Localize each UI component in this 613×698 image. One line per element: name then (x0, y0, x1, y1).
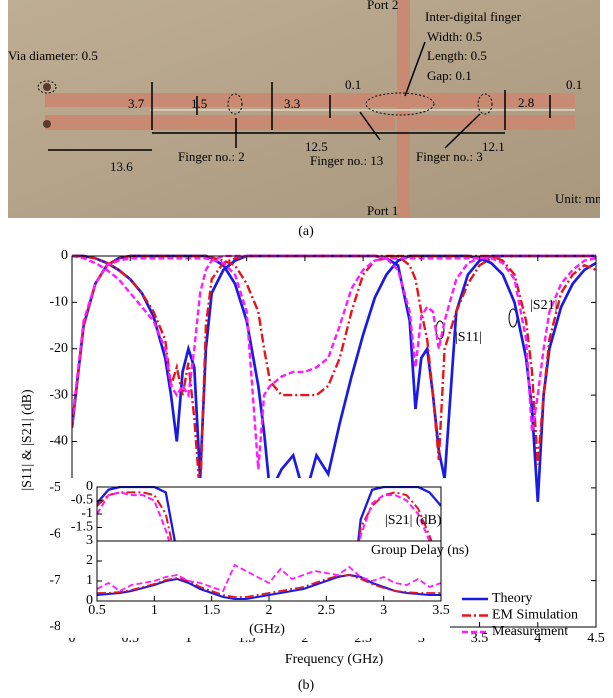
y-tick-label: 3 (86, 533, 93, 548)
finger-length: Length: 0.5 (427, 48, 487, 63)
port-label: Port 1 (367, 203, 398, 218)
y-tick-label: 0 (86, 479, 93, 494)
curve (72, 254, 596, 399)
finger-label: Finger no.: 2 (178, 149, 245, 164)
legend-label: Theory (492, 591, 532, 606)
y-tick-label: -1 (81, 506, 93, 521)
finger-title: Inter-digital finger (425, 9, 522, 24)
y-tick-label: 0 (86, 593, 93, 608)
dimension: 12.5 (305, 139, 328, 154)
y-tick-label: 0 (61, 248, 68, 263)
x-tick-label: 2 (301, 631, 308, 646)
trace (45, 115, 395, 130)
unit-label: Unit: mm (555, 191, 605, 206)
x-tick-label: 3 (418, 631, 425, 646)
x-tick-label: 4.5 (587, 631, 605, 646)
x-tick-label: 0 (69, 631, 76, 646)
curve (72, 257, 596, 470)
inset-background (60, 478, 450, 638)
x-axis-label: Frequency (GHz) (285, 652, 384, 667)
x-tick-label: 4 (534, 631, 541, 646)
x-tick-label: 3.5 (471, 631, 489, 646)
curve (97, 563, 441, 593)
finger-mark (227, 93, 243, 115)
plot-area (97, 563, 441, 601)
via (43, 120, 51, 128)
port-label: Port 2 (367, 0, 398, 12)
dimension: 0.1 (345, 77, 361, 92)
y-tick-label: -30 (49, 387, 68, 402)
finger-label: Finger no.: 13 (310, 153, 383, 168)
x-tick-label: 1 (151, 603, 158, 618)
y-tick-label: -1.5 (71, 520, 93, 535)
dimension: 2.8 (518, 95, 534, 110)
y-tick-label: -20 (49, 341, 68, 356)
trace (410, 115, 575, 130)
dimension: 0.1 (566, 77, 582, 92)
legend-label: EM Simulation (492, 608, 578, 623)
via-mark (37, 80, 57, 94)
finger-mark (477, 93, 493, 115)
dimension: 3.7 (128, 96, 145, 111)
finger-mark (365, 92, 435, 116)
annotation: |S21| (530, 298, 557, 313)
curve (72, 254, 596, 465)
finger-width: Width: 0.5 (427, 29, 482, 44)
y-axis-label: |S11| & |S21| (dB) (20, 389, 35, 491)
dimension: 13.6 (110, 159, 133, 174)
panel-label: (a) (298, 224, 314, 239)
dimension: 3.3 (284, 96, 300, 111)
x-tick-label: 0.5 (88, 603, 106, 618)
dimension-lines (48, 41, 551, 151)
x-tick-label: 1.5 (203, 603, 221, 618)
trace (45, 93, 575, 107)
x-tick-label: 1 (185, 631, 192, 646)
curve (97, 574, 441, 598)
legend-label: Measurement (492, 624, 568, 639)
y-tick-label: -40 (49, 434, 68, 449)
dimension: 12.1 (482, 139, 505, 154)
annotation: |S11| (455, 330, 482, 345)
dimension: 1.5 (191, 96, 207, 111)
plot-area (72, 254, 596, 503)
inset-label: |S21| (dB) (385, 513, 442, 528)
x-tick-label: 3 (380, 603, 387, 618)
via (43, 83, 51, 91)
via-label: Via diameter: 0.5 (8, 48, 98, 63)
finger-label: Finger no.: 3 (416, 149, 483, 164)
finger-gap: Gap: 0.1 (427, 68, 472, 83)
curve (97, 573, 441, 601)
y-tick-label: 2 (86, 553, 93, 568)
y-tick-label: -10 (49, 295, 68, 310)
x-tick-label: 2.5 (318, 603, 336, 618)
x-tick-label: 3.5 (432, 603, 450, 618)
y-tick-label: -0.5 (71, 493, 93, 508)
x-tick-label: 2 (266, 603, 273, 618)
inset-label: Group Delay (ns) (371, 543, 469, 558)
inset-x-label: (GHz) (249, 622, 285, 637)
panel-label: (b) (298, 678, 315, 693)
photo: Port 2 Inter-digital finger Width: 0.5 L… (8, 0, 605, 218)
y-tick-label: 1 (86, 573, 93, 588)
